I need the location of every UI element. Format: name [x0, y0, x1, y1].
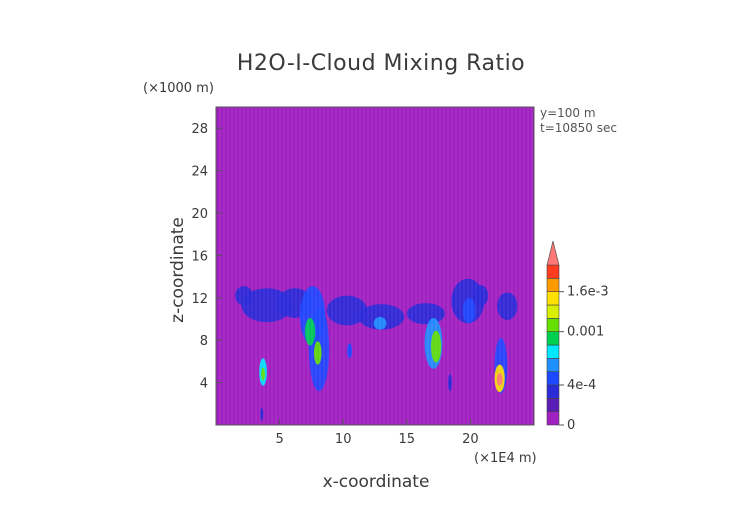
- y-tick-label: 16: [191, 249, 208, 264]
- colorbar-segment: [546, 344, 560, 359]
- x-tick-label: 10: [335, 432, 352, 447]
- plot-area: [215, 106, 535, 426]
- cloud-contour-patch: [261, 367, 265, 381]
- y-tick-label: 28: [191, 122, 208, 137]
- y-unit-label: (×1000 m): [143, 81, 214, 96]
- cloud-contours: [235, 278, 518, 421]
- colorbar-segment: [546, 331, 560, 346]
- cloud-contour-patch: [406, 303, 445, 325]
- cloud-contour-patch: [326, 295, 368, 326]
- cloud-contour-patch: [373, 316, 387, 330]
- colorbar-segment: [546, 318, 560, 332]
- colorbar-segment: [546, 278, 560, 292]
- colorbar-tick-label: 0: [567, 418, 575, 433]
- x-tick-label: 5: [275, 432, 283, 447]
- y-tick-label: 12: [191, 292, 208, 307]
- fine-grid: [219, 107, 533, 425]
- colorbar-tick-label: 1.6e-3: [567, 285, 609, 300]
- cloud-contour-patch: [472, 285, 489, 307]
- x-tick-label: 15: [399, 432, 416, 447]
- cloud-contour-patch: [430, 330, 442, 363]
- y-tick-label: 8: [200, 334, 208, 349]
- colorbar-segment: [546, 371, 560, 386]
- cloud-contour-patch: [497, 292, 518, 321]
- x-axis-ticks: 5 10 15 20: [275, 419, 479, 447]
- annotation-time: t=10850 sec: [540, 121, 617, 135]
- colorbar-segment: [546, 398, 560, 412]
- cloud-contour-patch: [347, 343, 353, 359]
- y-axis-label: z-coordinate: [168, 217, 188, 323]
- y-tick-label: 4: [200, 377, 208, 392]
- colorbar-extend-arrow: [546, 240, 560, 266]
- colorbar-segment: [546, 411, 560, 426]
- x-tick-label: 20: [462, 432, 479, 447]
- cloud-contour-patch: [313, 341, 322, 365]
- colorbar: 0 4e-4 0.001 1.6e-3: [546, 240, 609, 433]
- cloud-contour-patch: [462, 297, 476, 324]
- colorbar-segment: [546, 304, 560, 319]
- x-axis-label: x-coordinate: [323, 472, 430, 492]
- colorbar-segment: [546, 291, 560, 306]
- cloud-contour-patch: [260, 408, 264, 421]
- y-tick-label: 24: [191, 165, 208, 180]
- cloud-contour-patch: [496, 373, 503, 386]
- plot-background: [216, 107, 534, 425]
- annotation-y: y=100 m: [540, 106, 596, 120]
- x-unit-label: (×1E4 m): [474, 451, 537, 466]
- cloud-contour-patch: [305, 317, 316, 346]
- cloud-contour-patch: [358, 304, 405, 330]
- colorbar-tick-label: 0.001: [567, 325, 604, 340]
- y-tick-label: 20: [191, 207, 208, 222]
- cloud-contour-patch: [448, 374, 452, 392]
- chart-title: H2O-I-Cloud Mixing Ratio: [237, 51, 525, 76]
- y-axis-ticks: 4 8 12 16 20 24 28: [191, 122, 222, 392]
- plot-frame: [215, 106, 535, 426]
- colorbar-segment: [546, 384, 560, 399]
- colorbar-segment: [546, 264, 560, 279]
- colorbar-segment: [546, 358, 560, 372]
- colorbar-tick-label: 4e-4: [567, 378, 596, 393]
